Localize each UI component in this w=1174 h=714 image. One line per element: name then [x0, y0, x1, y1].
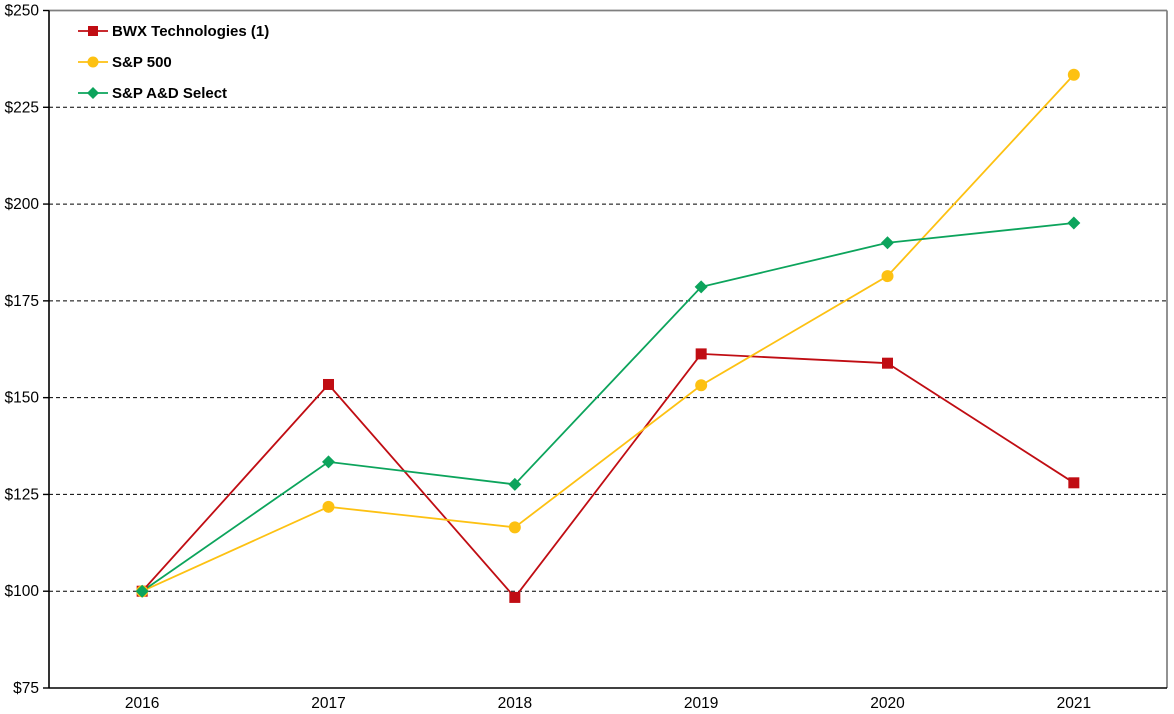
data-point-s-p-500-2019 — [695, 379, 708, 392]
x-axis-label: 2020 — [870, 695, 905, 712]
legend-item-s-p-500: S&P 500 — [78, 49, 269, 75]
data-point-bwx-technologies-1-2019 — [695, 348, 707, 360]
data-point-s-p-500-2018 — [508, 521, 521, 534]
data-point-bwx-technologies-1-2021 — [1068, 477, 1080, 489]
legend-item-bwx-technologies-1: BWX Technologies (1) — [78, 18, 269, 44]
data-point-s-p-a-d-select-2017 — [322, 455, 335, 469]
legend-diamond-marker-icon — [78, 87, 108, 99]
data-point-s-p-a-d-select-2016 — [135, 584, 149, 598]
y-axis-label: $150 — [5, 390, 40, 407]
x-axis-label: 2018 — [498, 695, 532, 712]
legend-item-s-p-a-d-select: S&P A&D Select — [78, 80, 269, 106]
legend-square-marker-icon — [78, 26, 108, 36]
legend-label: BWX Technologies (1) — [112, 22, 270, 40]
legend-label: S&P A&D Select — [112, 84, 228, 102]
data-point-bwx-technologies-1-2018 — [509, 591, 521, 603]
x-axis-label: 2019 — [684, 695, 718, 712]
y-axis-label: $225 — [5, 99, 39, 116]
chart-legend: BWX Technologies (1) S&P 500 S&P A&D Selec… — [78, 18, 269, 111]
y-axis-label: $75 — [13, 680, 39, 697]
data-point-s-p-a-d-select-2021 — [1067, 216, 1081, 230]
data-point-bwx-technologies-1-2017 — [323, 378, 334, 390]
data-point-s-p-500-2017 — [322, 500, 335, 513]
y-axis-label: $250 — [5, 3, 40, 20]
x-axis-label: 2017 — [311, 695, 345, 712]
series-line-bwx-technologies-1 — [141, 352, 1075, 599]
data-point-s-p-a-d-select-2019 — [694, 280, 708, 294]
data-point-s-p-500-2021 — [1067, 68, 1080, 81]
data-point-s-p-a-d-select-2020 — [881, 236, 894, 250]
series-line-s-p-500 — [141, 74, 1075, 593]
x-axis-label: 2016 — [125, 695, 159, 712]
data-point-s-p-a-d-select-2018 — [508, 477, 522, 491]
data-point-bwx-technologies-1-2020 — [882, 357, 893, 369]
legend-circle-marker-icon — [78, 56, 108, 68]
y-axis-label: $125 — [5, 486, 39, 503]
legend-label: S&P 500 — [112, 53, 172, 71]
series-line-s-p-a-d-select — [141, 222, 1074, 592]
y-axis-label: $175 — [5, 293, 39, 310]
x-axis-label: 2021 — [1057, 695, 1091, 712]
y-axis-label: $200 — [5, 196, 40, 213]
data-point-s-p-500-2020 — [881, 270, 894, 283]
y-axis-label: $100 — [5, 583, 40, 600]
